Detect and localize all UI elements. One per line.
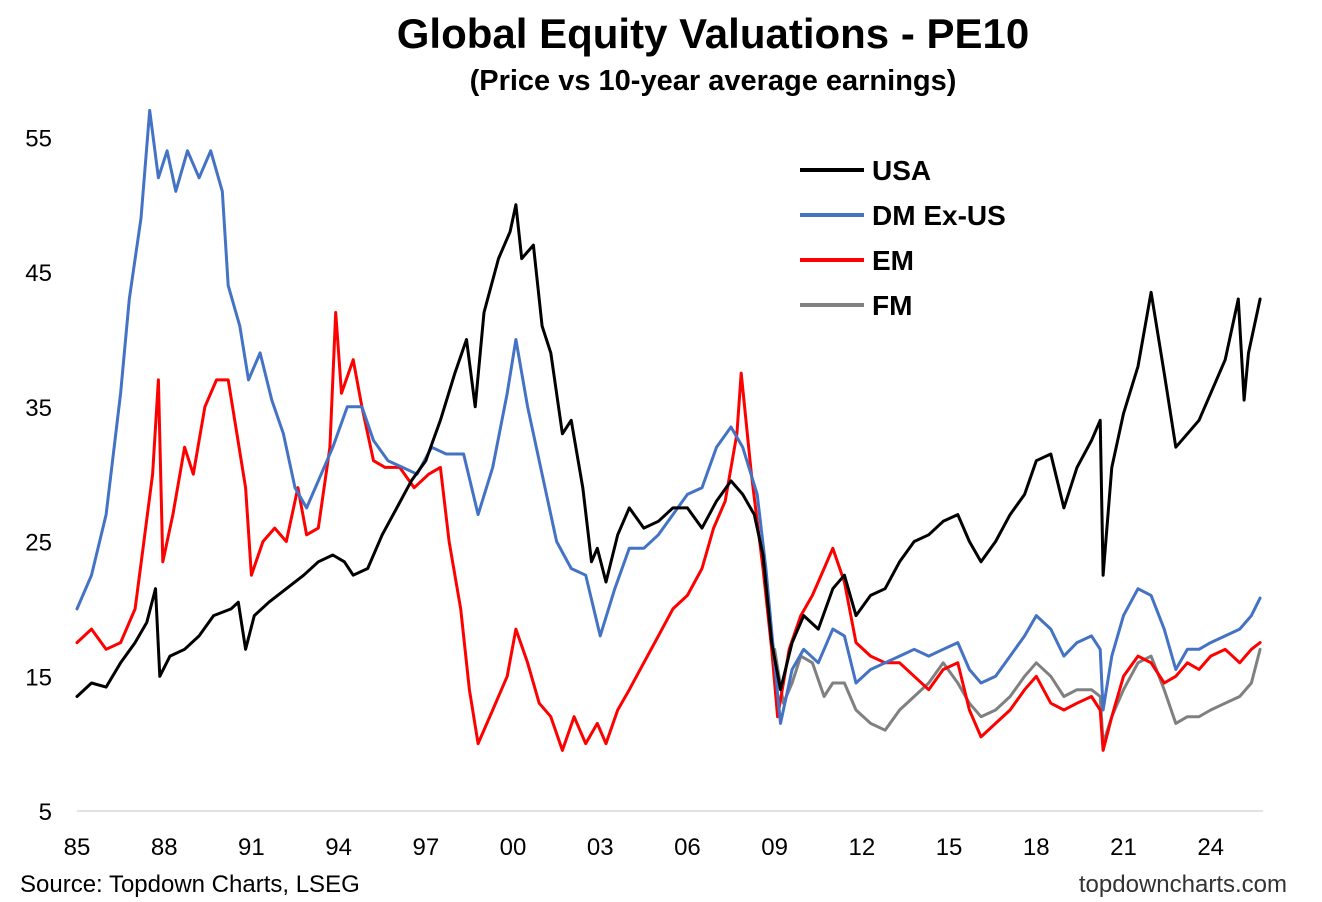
x-tick-label: 21 xyxy=(1110,834,1137,861)
x-axis-tick-labels: 85 88 91 94 97 00 03 06 09 12 15 18 21 24 xyxy=(64,834,1224,861)
legend-label: DM Ex-US xyxy=(872,200,1006,231)
series-lines xyxy=(75,108,1262,752)
y-tick-label: 5 xyxy=(39,799,52,826)
series-line-fm xyxy=(773,647,1262,746)
y-tick-label: 25 xyxy=(25,530,52,557)
x-tick-label: 06 xyxy=(674,834,701,861)
chart-subtitle: (Price vs 10-year average earnings) xyxy=(470,65,957,97)
x-tick-label: 00 xyxy=(500,834,527,861)
x-tick-label: 88 xyxy=(151,834,178,861)
chart-title: Global Equity Valuations - PE10 xyxy=(397,10,1029,57)
legend: USA DM Ex-US EM FM xyxy=(800,155,1006,321)
legend-label: EM xyxy=(872,245,914,276)
x-tick-label: 03 xyxy=(587,834,614,861)
x-tick-label: 15 xyxy=(936,834,963,861)
series-line-em xyxy=(75,311,1262,752)
x-tick-label: 97 xyxy=(412,834,439,861)
source-note: Source: Topdown Charts, LSEG xyxy=(20,871,360,898)
legend-label: FM xyxy=(872,290,912,321)
x-tick-label: 91 xyxy=(238,834,265,861)
y-tick-label: 35 xyxy=(25,395,52,422)
series-line-dm-ex-us xyxy=(75,108,1262,725)
y-tick-label: 15 xyxy=(25,664,52,691)
y-tick-label: 55 xyxy=(25,125,52,152)
y-tick-label: 45 xyxy=(25,260,52,287)
x-tick-label: 09 xyxy=(761,834,788,861)
x-tick-label: 85 xyxy=(64,834,91,861)
x-tick-label: 94 xyxy=(325,834,352,861)
x-tick-label: 24 xyxy=(1197,834,1224,861)
y-axis-tick-labels: 5 15 25 35 45 55 xyxy=(25,125,52,826)
legend-label: USA xyxy=(872,155,931,186)
x-tick-label: 12 xyxy=(849,834,876,861)
series-line-usa xyxy=(75,203,1262,698)
x-tick-label: 18 xyxy=(1023,834,1050,861)
brand-watermark: topdowncharts.com xyxy=(1079,871,1287,898)
